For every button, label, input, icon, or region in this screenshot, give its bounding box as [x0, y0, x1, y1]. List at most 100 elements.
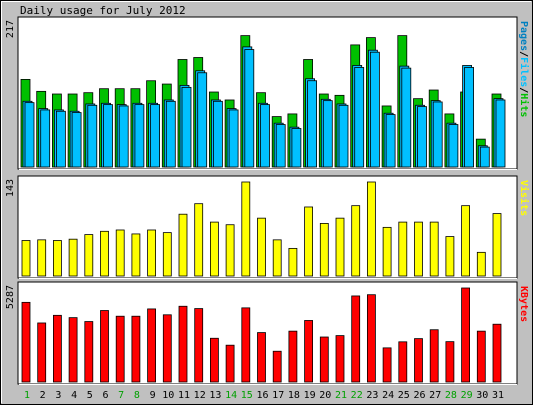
- visits-bar-day-25: [398, 221, 408, 277]
- day-label-6: 6: [102, 390, 108, 401]
- pages-bar-day-8: [134, 104, 145, 168]
- pages-bar-day-1: [24, 102, 35, 168]
- day-label-28: 28: [445, 390, 457, 401]
- hits-legend-sep: /: [518, 87, 529, 93]
- pages-bar-day-16: [260, 104, 270, 168]
- day-label-4: 4: [71, 390, 77, 401]
- day-label-16: 16: [256, 390, 268, 401]
- visits-bar-day-31: [492, 213, 502, 277]
- visits-legend-visits: Visits: [518, 180, 530, 216]
- day-label-11: 11: [178, 390, 190, 401]
- day-label-30: 30: [476, 390, 488, 401]
- pages-bar-day-24: [385, 114, 396, 168]
- visits-bar-day-3: [53, 240, 62, 277]
- kbytes-panel-max-label: 5287: [5, 285, 16, 309]
- hits-panel-max-label: 217: [5, 20, 16, 38]
- pages-bar-day-19: [307, 80, 318, 168]
- kbytes-bar-day-16: [257, 332, 266, 383]
- kbytes-bar-day-2: [37, 322, 47, 383]
- pages-bar-day-4: [71, 112, 82, 168]
- pages-bar-day-28: [448, 124, 459, 168]
- pages-bar-day-29: [464, 67, 475, 168]
- visits-bar-day-29: [461, 205, 471, 277]
- kbytes-bar-day-12: [194, 308, 204, 383]
- visits-bar-day-16: [257, 217, 266, 277]
- day-label-8: 8: [134, 390, 140, 401]
- day-label-12: 12: [194, 390, 206, 401]
- kbytes-bar-day-9: [147, 308, 157, 383]
- kbytes-bar-day-25: [398, 341, 408, 383]
- day-label-15: 15: [241, 390, 253, 401]
- visits-bar-day-18: [288, 247, 298, 277]
- visits-bar-day-15: [241, 181, 251, 277]
- kbytes-bar-day-30: [476, 330, 486, 383]
- pages-bar-day-20: [322, 100, 333, 168]
- pages-bar-day-22: [354, 67, 365, 168]
- kbytes-bar-day-20: [319, 336, 329, 383]
- kbytes-bar-day-10: [162, 314, 172, 383]
- day-label-19: 19: [304, 390, 316, 401]
- pages-bar-day-23: [369, 51, 380, 168]
- kbytes-bar-day-14: [225, 344, 235, 383]
- pages-bar-day-11: [181, 86, 192, 168]
- kbytes-bar-day-24: [382, 347, 392, 383]
- day-label-1: 1: [24, 390, 30, 401]
- day-label-24: 24: [382, 390, 394, 401]
- day-label-10: 10: [162, 390, 174, 401]
- pages-bar-day-31: [495, 99, 506, 168]
- pages-bar-day-14: [228, 109, 239, 168]
- visits-bar-day-14: [225, 224, 235, 277]
- kbytes-bar-day-17: [272, 350, 282, 383]
- visits-bar-day-17: [272, 239, 282, 277]
- day-label-9: 9: [150, 390, 156, 401]
- visits-bar-day-19: [304, 206, 314, 277]
- kbytes-bar-day-15: [241, 307, 251, 383]
- hits-legend-hits: Hits: [518, 93, 530, 117]
- visits-bar-day-1: [21, 240, 31, 277]
- day-label-21: 21: [335, 390, 347, 401]
- kbytes-bar-day-18: [288, 330, 298, 383]
- visits-bar-day-23: [366, 181, 376, 277]
- kbytes-bar-day-28: [445, 341, 455, 383]
- pages-bar-day-6: [103, 104, 113, 168]
- kbytes-bar-day-31: [492, 323, 502, 383]
- visits-bar-day-7: [115, 229, 125, 277]
- visits-bar-day-28: [445, 236, 455, 277]
- visits-bar-day-9: [147, 229, 157, 277]
- kbytes-bar-day-19: [304, 320, 314, 383]
- kbytes-bar-day-5: [84, 321, 94, 383]
- day-label-20: 20: [319, 390, 331, 401]
- pages-bar-day-17: [275, 124, 286, 168]
- day-label-31: 31: [492, 390, 504, 401]
- hits-legend: Pages/Files/Hits: [518, 21, 530, 117]
- pages-bar-day-21: [338, 104, 349, 168]
- day-label-27: 27: [429, 390, 441, 401]
- day-label-22: 22: [351, 390, 363, 401]
- visits-panel-max-label: 143: [5, 179, 16, 197]
- kbytes-bar-day-27: [429, 329, 439, 383]
- kbytes-bar-day-13: [209, 337, 219, 383]
- visits-bar-day-4: [68, 238, 78, 277]
- kbytes-bar-day-6: [100, 310, 109, 383]
- hits-legend-sep: /: [518, 51, 529, 57]
- chart-title: Daily usage for July 2012: [20, 4, 186, 17]
- kbytes-legend: KBytes: [518, 286, 529, 322]
- pages-bar-day-12: [197, 72, 208, 168]
- pages-bar-day-10: [165, 100, 176, 168]
- visits-bar-day-5: [84, 234, 94, 277]
- kbytes-legend-kbytes: KBytes: [518, 286, 529, 322]
- kbytes-bar-day-7: [115, 315, 125, 383]
- day-label-17: 17: [272, 390, 284, 401]
- pages-bar-day-25: [401, 67, 412, 168]
- hits-legend-pages: Pages: [518, 21, 529, 51]
- day-label-14: 14: [225, 390, 237, 401]
- visits-bar-day-27: [429, 221, 439, 277]
- visits-bar-day-2: [37, 239, 47, 277]
- pages-bar-day-18: [291, 128, 302, 168]
- day-label-7: 7: [118, 390, 124, 401]
- pages-bar-day-7: [118, 105, 129, 168]
- pages-bar-day-9: [150, 104, 161, 168]
- hits-legend-files: Files: [518, 57, 530, 87]
- visits-bar-day-6: [100, 230, 109, 277]
